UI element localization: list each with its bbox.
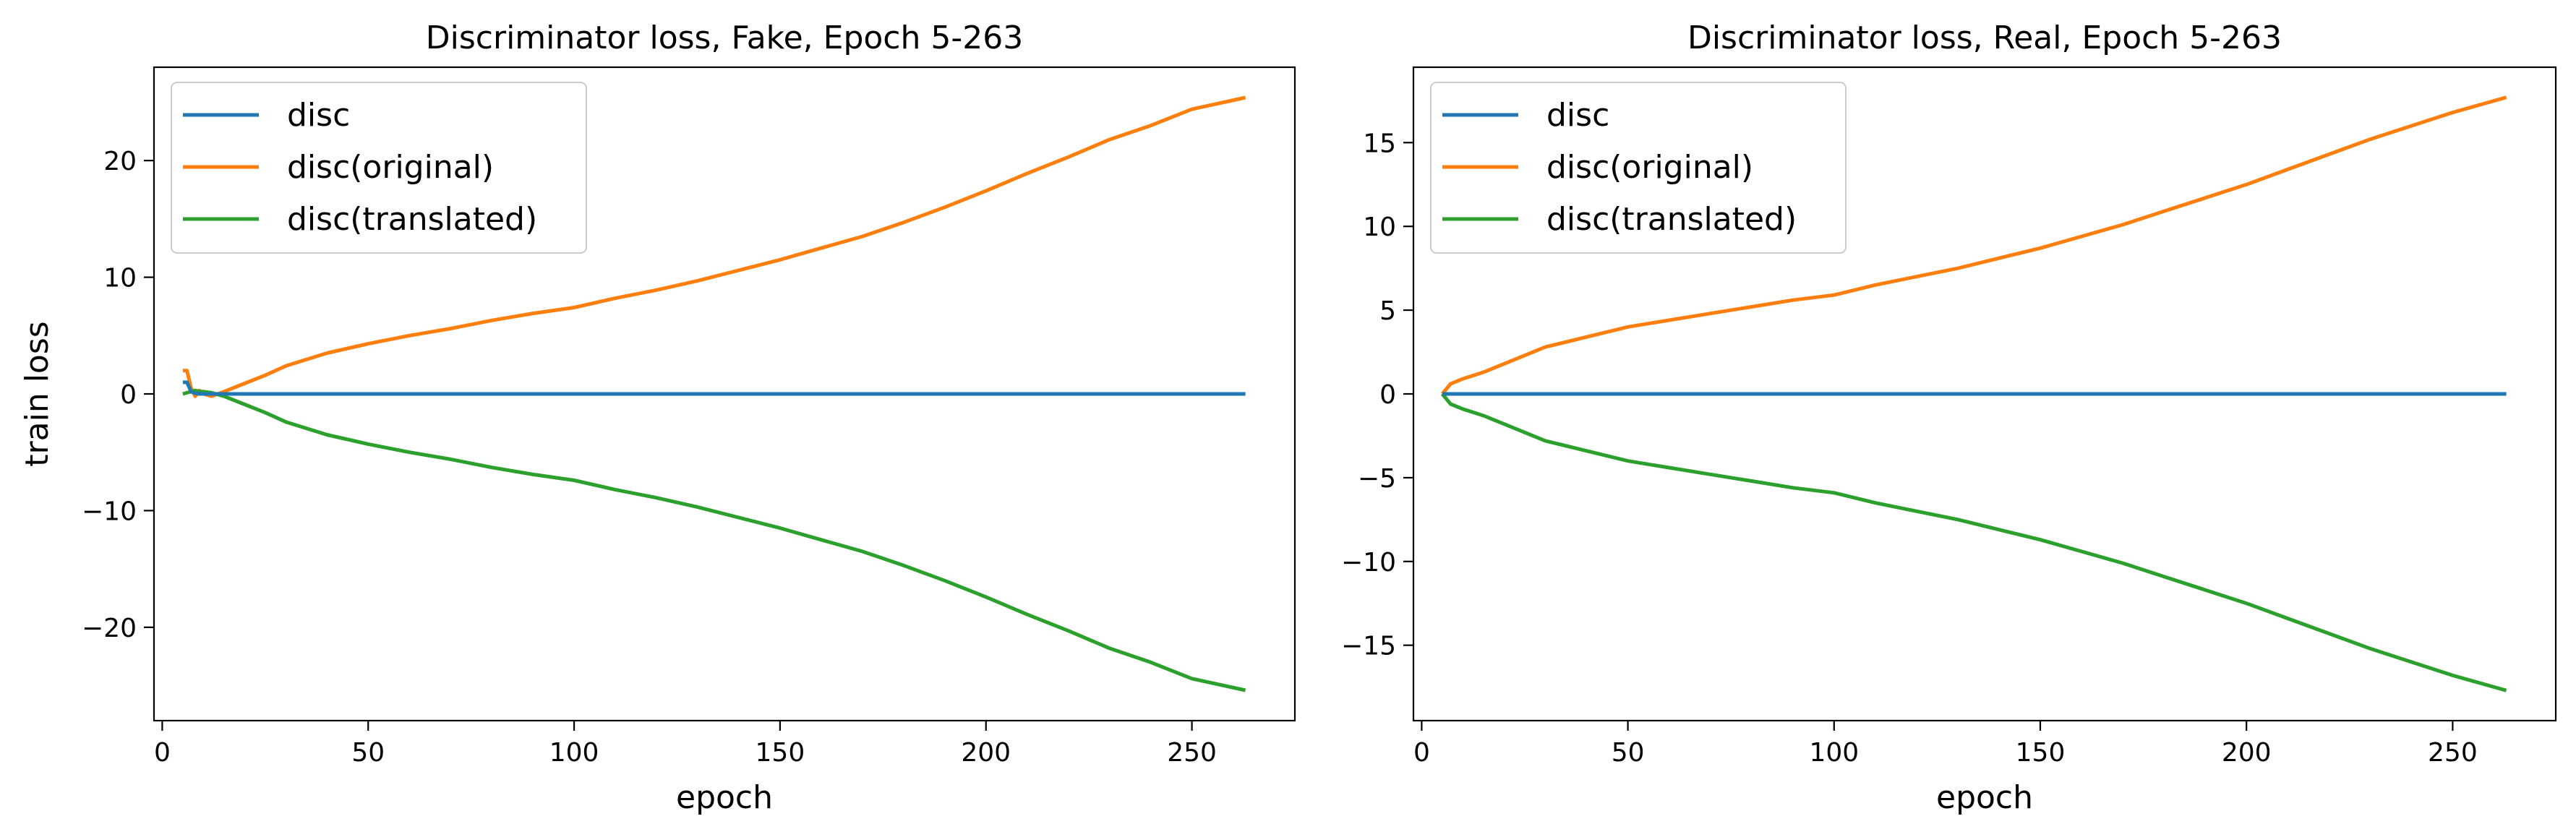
- series-line-disc-translated: [182, 388, 1246, 692]
- plot-area: [1440, 95, 2507, 692]
- legend-label-disc-original: disc(original): [1546, 149, 1753, 186]
- x-tick-label: 50: [1612, 738, 1645, 768]
- x-tick-label: 0: [1413, 738, 1430, 768]
- x-tick-label: 200: [961, 738, 1011, 768]
- x-tick-label: 150: [2016, 738, 2066, 768]
- x-tick-label: 150: [756, 738, 805, 768]
- y-tick-label: −10: [1341, 548, 1396, 578]
- x-tick-label: 100: [549, 738, 599, 768]
- series-line-disc: [182, 380, 1246, 396]
- legend-label-disc-original: disc(original): [287, 149, 494, 186]
- y-tick-label: −10: [82, 497, 137, 526]
- chart-title: Discriminator loss, Fake, Epoch 5-263: [426, 20, 1023, 56]
- y-tick-label: 0: [1379, 380, 1396, 410]
- series-line-disc-original: [1440, 95, 2507, 395]
- chart-title: Discriminator loss, Real, Epoch 5-263: [1687, 20, 2282, 56]
- x-tick-label: 100: [1809, 738, 1859, 768]
- y-tick-label: 5: [1379, 296, 1396, 326]
- y-tick-label: 15: [1363, 129, 1396, 158]
- legend-box: [171, 82, 587, 254]
- y-tick-label: −20: [82, 614, 137, 643]
- legend: disc disc(original) disc(translated): [171, 82, 587, 254]
- y-axis-label: train loss: [19, 321, 56, 466]
- x-axis-label: epoch: [676, 779, 773, 816]
- y-tick-label: 20: [103, 147, 137, 176]
- series-line-disc-translated: [1440, 392, 2507, 692]
- legend: disc disc(original) disc(translated): [1430, 82, 1847, 254]
- y-tick-label: 10: [103, 264, 137, 293]
- x-tick-label: 200: [2222, 738, 2272, 768]
- y-tick-label: 10: [1363, 213, 1396, 242]
- x-tick-label: 250: [2428, 738, 2478, 768]
- legend-label-disc-translated: disc(translated): [1546, 201, 1797, 238]
- chart-real: Discriminator loss, Real, Epoch 5-263 ep…: [1341, 20, 2557, 816]
- x-tick-label: 0: [154, 738, 171, 768]
- x-axis-label: epoch: [1936, 779, 2033, 816]
- legend-label-disc-translated: disc(translated): [287, 201, 537, 238]
- legend-box: [1430, 82, 1847, 254]
- legend-label-disc: disc: [1546, 97, 1609, 134]
- y-tick-label: −5: [1358, 464, 1396, 494]
- y-tick-label: 0: [120, 380, 137, 410]
- chart-fake: Discriminator loss, Fake, Epoch 5-263 ep…: [19, 20, 1296, 816]
- plot-area: [182, 95, 1246, 692]
- x-tick-label: 250: [1167, 738, 1217, 768]
- x-tick-label: 50: [351, 738, 385, 768]
- legend-label-disc: disc: [287, 97, 350, 134]
- y-tick-label: −15: [1341, 632, 1396, 661]
